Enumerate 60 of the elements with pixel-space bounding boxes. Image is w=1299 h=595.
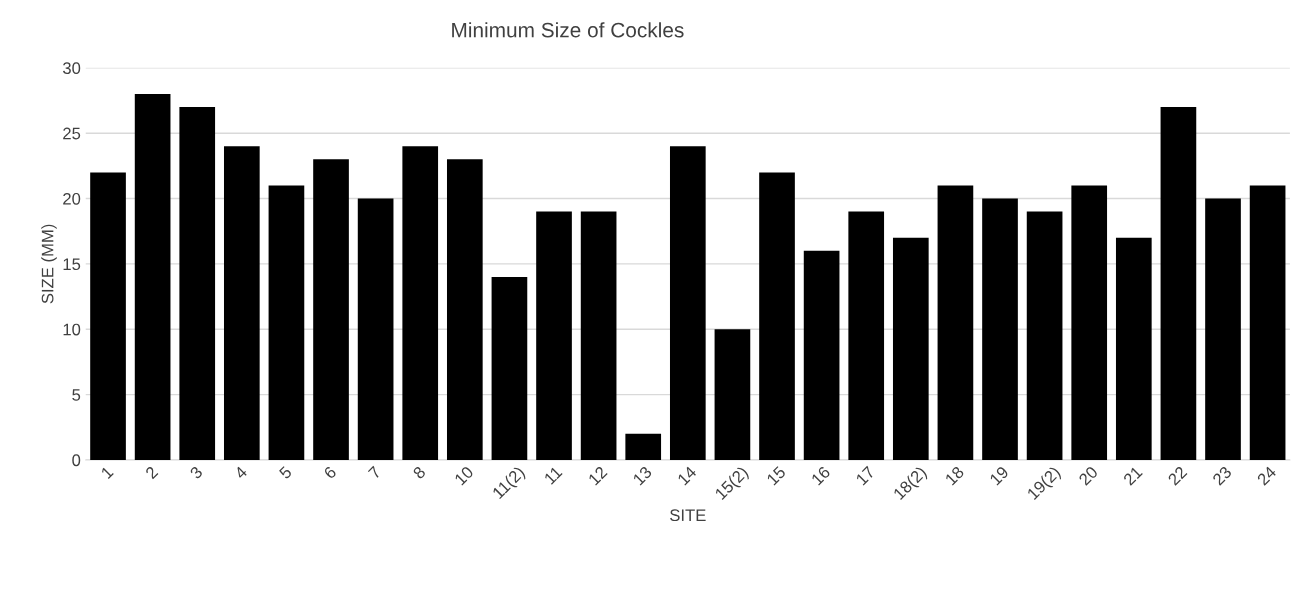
x-tick-label: 12 <box>587 465 608 486</box>
bar <box>982 198 1018 460</box>
bar <box>759 172 795 460</box>
x-tick-label: 24 <box>1256 465 1277 486</box>
bar <box>803 250 840 460</box>
bar <box>1249 185 1286 460</box>
bar <box>179 107 216 460</box>
bar <box>446 159 483 460</box>
x-tick-label: 13 <box>632 465 653 486</box>
bar <box>1026 211 1063 460</box>
x-tick-label: 11 <box>543 465 563 485</box>
bar <box>714 329 751 460</box>
x-tick-label: 1 <box>100 465 114 479</box>
y-tick-label: 20 <box>63 192 81 205</box>
x-tick-label: 19 <box>989 465 1010 486</box>
bar <box>892 237 929 460</box>
x-tick-label: 14 <box>677 465 698 486</box>
bar <box>1160 107 1197 460</box>
x-tick-label: 10 <box>453 465 475 486</box>
bar <box>491 276 528 460</box>
y-axis-title: SIZE (MM) <box>41 224 57 304</box>
y-tick-label: 15 <box>63 258 81 271</box>
bar <box>134 93 171 460</box>
bar <box>848 211 885 460</box>
x-tick-label: 18 <box>944 465 965 486</box>
y-tick-label: 0 <box>72 454 81 467</box>
x-tick-label: 17 <box>855 465 876 486</box>
x-tick-label: 8 <box>412 465 427 480</box>
x-axis-title: SITE <box>670 509 706 522</box>
x-tick-label: 5 <box>278 465 293 480</box>
chart-title: Minimum Size of Cockles <box>452 22 684 38</box>
bar <box>1071 185 1108 460</box>
x-tick-label: 3 <box>189 465 204 480</box>
x-tick-label: 15 <box>766 465 787 486</box>
x-tick-label: 21 <box>1122 465 1143 486</box>
x-tick-label: 20 <box>1078 465 1099 486</box>
bar <box>937 185 974 460</box>
bar <box>402 146 439 460</box>
bar <box>1115 237 1152 460</box>
bar <box>625 433 662 460</box>
y-tick-label: 25 <box>63 127 81 140</box>
y-tick-label: 5 <box>72 389 81 401</box>
bar <box>313 159 349 460</box>
y-tick-label: 30 <box>62 62 81 75</box>
bar <box>536 211 572 460</box>
bar <box>580 211 617 460</box>
x-tick-label: 22 <box>1167 465 1188 486</box>
y-tick-label: 10 <box>63 323 81 336</box>
x-tick-label: 7 <box>367 465 382 480</box>
bar <box>357 198 394 460</box>
bar <box>1205 198 1241 460</box>
bar <box>669 146 706 460</box>
x-tick-label: 2 <box>144 465 159 480</box>
x-tick-label: 4 <box>233 465 248 480</box>
bar <box>268 185 305 460</box>
bar <box>90 172 126 460</box>
x-tick-label: 23 <box>1211 465 1233 486</box>
bar <box>223 146 260 460</box>
x-tick-label: 16 <box>810 465 831 486</box>
x-tick-label: 6 <box>323 465 337 480</box>
